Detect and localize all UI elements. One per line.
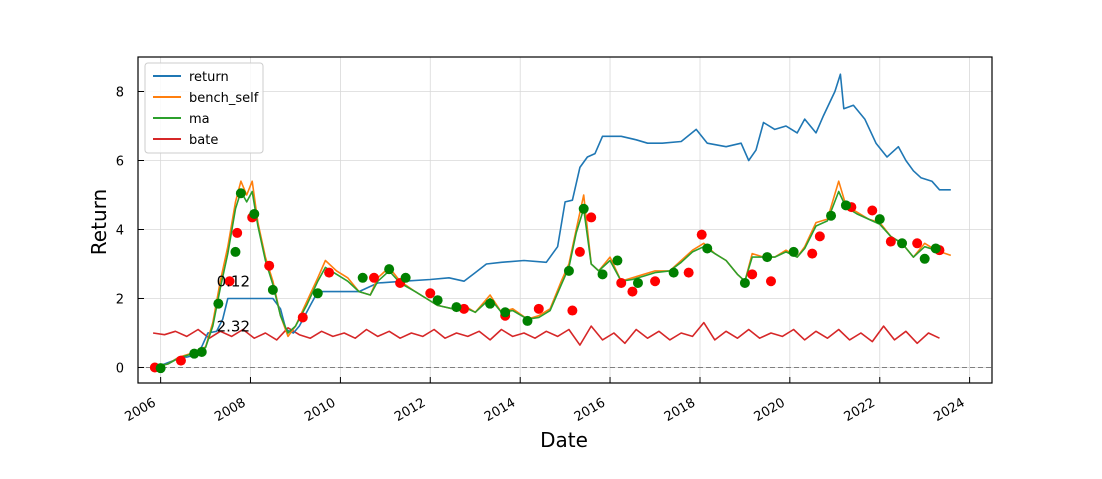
buy-marker <box>788 246 799 257</box>
buy-marker <box>235 188 246 199</box>
series-line-return <box>152 73 951 369</box>
trade-markers <box>149 188 945 374</box>
buy-marker <box>213 298 224 309</box>
plot-frame <box>137 56 993 384</box>
sell-marker <box>627 286 638 297</box>
y-tick-label: 8 <box>116 85 124 100</box>
annotations: 0.12 2.32 <box>217 272 250 335</box>
plot-area <box>138 57 992 383</box>
x-axis-title: Date <box>540 428 588 452</box>
buy-marker <box>826 210 837 221</box>
sell-marker <box>458 303 469 314</box>
annotation-label: 2.32 <box>217 317 250 335</box>
buy-marker <box>578 203 589 214</box>
buy-marker <box>312 288 323 299</box>
buy-marker <box>612 255 623 266</box>
buy-marker <box>739 277 750 288</box>
sell-marker <box>616 277 627 288</box>
buy-marker <box>840 200 851 211</box>
sell-marker <box>297 312 308 323</box>
buy-marker <box>196 346 207 357</box>
sell-marker <box>567 305 578 316</box>
buy-marker <box>400 272 411 283</box>
y-tick-label: 6 <box>116 154 124 169</box>
sell-marker <box>814 231 825 242</box>
legend-label-bench-self: bench_self <box>189 91 259 106</box>
sell-marker <box>747 269 758 280</box>
sell-marker <box>765 276 776 287</box>
sell-marker <box>324 267 335 278</box>
sell-marker <box>264 260 275 271</box>
sell-marker <box>533 303 544 314</box>
sell-marker <box>574 246 585 257</box>
sell-marker <box>175 355 186 366</box>
sell-marker <box>425 288 436 299</box>
buy-marker <box>249 208 260 219</box>
sell-marker <box>867 205 878 216</box>
buy-marker <box>930 243 941 254</box>
y-axis-title: Return <box>87 189 111 255</box>
sell-marker <box>224 276 235 287</box>
legend-box <box>144 62 264 154</box>
buy-marker <box>432 295 443 306</box>
buy-marker <box>189 348 200 359</box>
series-line-bate <box>152 321 940 346</box>
legend-label-return: return <box>189 70 229 85</box>
legend-label-ma: ma <box>189 112 210 127</box>
y-tick-label: 4 <box>116 223 124 238</box>
sell-marker <box>650 276 661 287</box>
buy-marker <box>522 315 533 326</box>
buy-marker <box>230 246 241 257</box>
series-line-ma <box>152 190 937 369</box>
sell-marker <box>586 212 597 223</box>
buy-marker <box>563 265 574 276</box>
buy-marker <box>500 307 511 318</box>
buy-marker <box>874 214 885 225</box>
sell-marker <box>369 272 380 283</box>
sell-marker <box>232 227 243 238</box>
buy-marker <box>451 302 462 313</box>
sell-marker <box>696 229 707 240</box>
y-tick-label: 0 <box>116 361 124 376</box>
buy-marker <box>762 252 773 263</box>
buy-marker <box>597 269 608 280</box>
sell-marker <box>912 238 923 249</box>
buy-marker <box>702 243 713 254</box>
buy-marker <box>632 277 643 288</box>
buy-marker <box>384 264 395 275</box>
legend-label-bate: bate <box>189 133 218 148</box>
buy-marker <box>155 363 166 374</box>
buy-marker <box>485 298 496 309</box>
buy-marker <box>897 238 908 249</box>
buy-marker <box>668 267 679 278</box>
buy-marker <box>919 253 930 264</box>
buy-marker <box>267 284 278 295</box>
y-tick-label: 2 <box>116 292 124 307</box>
sell-marker <box>807 248 818 259</box>
sell-marker <box>683 267 694 278</box>
series-lines <box>152 73 952 369</box>
annotation-label: 0.12 <box>217 272 250 290</box>
buy-marker <box>357 272 368 283</box>
y-axis-ticks: 0 2 4 6 8 <box>116 85 144 376</box>
sell-marker <box>885 236 896 247</box>
